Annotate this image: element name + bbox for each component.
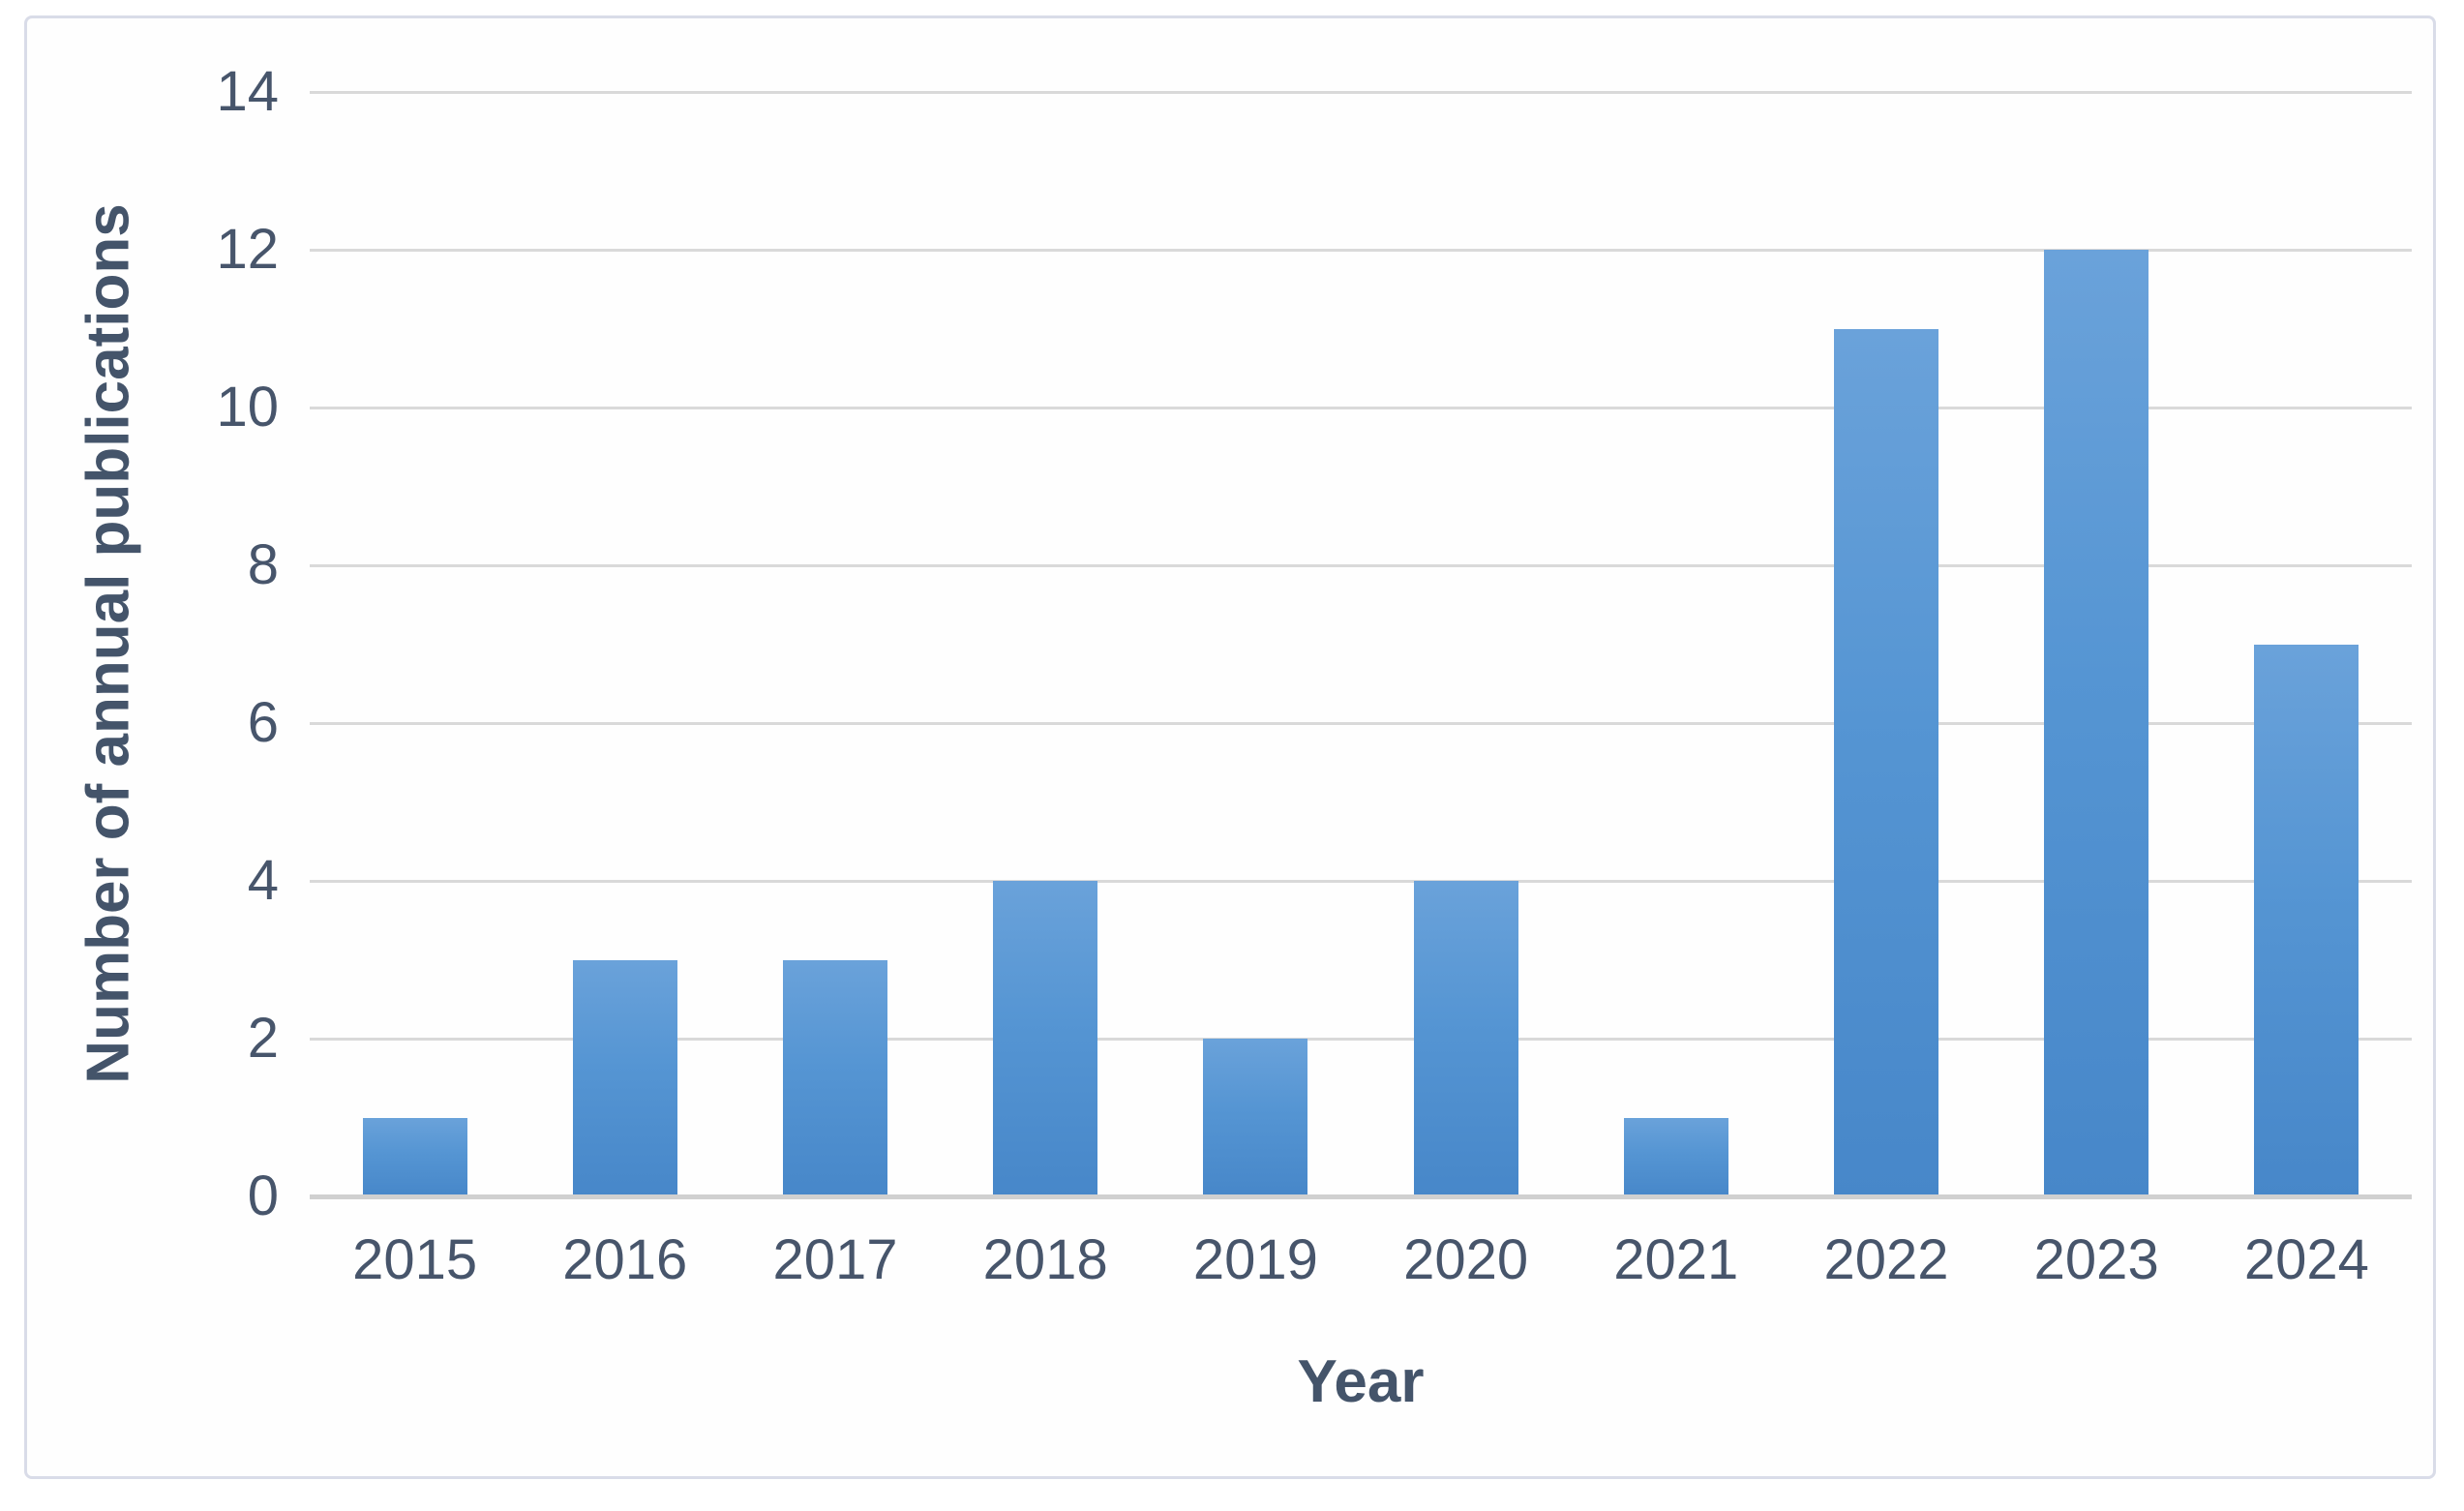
bar-2019: [1203, 1039, 1308, 1196]
bar-2022: [1834, 328, 1938, 1196]
x-tick-label-2023: 2023: [2033, 1228, 2159, 1291]
y-axis-title: Number of annual publications: [75, 203, 142, 1084]
y-tick-label-10: 10: [216, 376, 279, 438]
gridline-14: [310, 91, 2412, 94]
x-tick-label-2017: 2017: [772, 1228, 898, 1291]
y-tick-label-0: 0: [247, 1164, 279, 1227]
bar-2015: [362, 1117, 467, 1196]
x-tick-label-2018: 2018: [982, 1228, 1108, 1291]
y-tick-label-4: 4: [247, 849, 279, 912]
gridline-10: [310, 407, 2412, 409]
gridline-12: [310, 249, 2412, 252]
y-tick-label-2: 2: [247, 1007, 279, 1070]
y-tick-label-6: 6: [247, 691, 279, 754]
bar-2017: [783, 959, 887, 1196]
plot-area: [310, 91, 2412, 1196]
y-tick-label-14: 14: [216, 60, 279, 123]
x-tick-label-2020: 2020: [1403, 1228, 1529, 1291]
x-tick-label-2024: 2024: [2243, 1228, 2369, 1291]
gridline-2: [310, 1038, 2412, 1041]
x-tick-label-2015: 2015: [352, 1228, 478, 1291]
x-tick-label-2019: 2019: [1192, 1228, 1318, 1291]
x-axis-title: Year: [1297, 1348, 1425, 1415]
bar-2021: [1623, 1117, 1728, 1196]
bar-2020: [1413, 881, 1518, 1196]
x-tick-label-2016: 2016: [562, 1228, 688, 1291]
x-tick-label-2022: 2022: [1823, 1228, 1949, 1291]
bar-2016: [572, 959, 677, 1196]
gridline-6: [310, 722, 2412, 725]
bar-2024: [2254, 644, 2359, 1196]
y-tick-label-12: 12: [216, 218, 279, 281]
x-tick-label-2021: 2021: [1613, 1228, 1739, 1291]
y-tick-label-8: 8: [247, 533, 279, 596]
gridline-4: [310, 880, 2412, 883]
bar-2018: [993, 881, 1098, 1196]
x-axis-line: [310, 1194, 2412, 1199]
bar-2023: [2044, 250, 2149, 1196]
chart-frame: [24, 15, 2436, 1479]
gridline-8: [310, 564, 2412, 567]
